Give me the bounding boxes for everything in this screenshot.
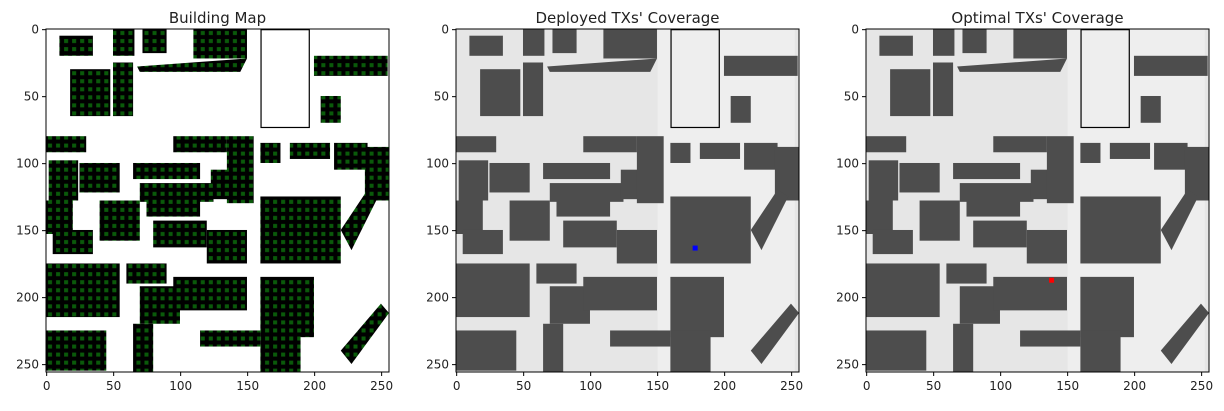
y-tick-label: 150 <box>426 224 449 238</box>
x-tick-label: 250 <box>1190 379 1213 393</box>
y-tick-label: 250 <box>426 358 449 372</box>
x-tick-label: 0 <box>43 379 51 393</box>
y-tick-label: 250 <box>836 358 859 372</box>
building-outline <box>670 29 720 129</box>
y-tick-label: 50 <box>844 90 859 104</box>
x-tick-label: 200 <box>1123 379 1146 393</box>
tx-marker <box>1049 277 1055 283</box>
y-tick-label: 50 <box>434 90 449 104</box>
x-tick-label: 100 <box>169 379 192 393</box>
x-tick-label: 200 <box>713 379 736 393</box>
x-tick-label: 50 <box>106 379 121 393</box>
y-tick-label: 150 <box>836 224 859 238</box>
building-outline <box>260 29 310 129</box>
x-tick-label: 150 <box>1056 379 1079 393</box>
x-tick-label: 50 <box>926 379 941 393</box>
y-tick-label: 200 <box>16 291 39 305</box>
x-tick-label: 0 <box>453 379 461 393</box>
y-tick-label: 0 <box>31 23 39 37</box>
x-tick-label: 150 <box>236 379 259 393</box>
y-tick-label: 200 <box>836 291 859 305</box>
x-tick-label: 100 <box>579 379 602 393</box>
y-tick-label: 0 <box>851 23 859 37</box>
axes-frame <box>865 28 1210 373</box>
x-tick-label: 50 <box>516 379 531 393</box>
panel-title: Deployed TXs' Coverage <box>535 9 719 27</box>
panel-title: Building Map <box>169 9 266 27</box>
x-tick-label: 0 <box>863 379 871 393</box>
panel-title: Optimal TXs' Coverage <box>951 9 1123 27</box>
y-tick-label: 100 <box>16 157 39 171</box>
x-tick-label: 100 <box>989 379 1012 393</box>
y-tick-label: 150 <box>16 224 39 238</box>
y-tick-label: 100 <box>426 157 449 171</box>
y-tick-label: 50 <box>24 90 39 104</box>
y-tick-label: 200 <box>426 291 449 305</box>
axes-frame <box>45 28 390 373</box>
building-outline <box>1080 29 1130 129</box>
axes-frame <box>455 28 800 373</box>
y-tick-label: 0 <box>441 23 449 37</box>
y-tick-label: 100 <box>836 157 859 171</box>
y-tick-label: 250 <box>16 358 39 372</box>
x-tick-label: 200 <box>303 379 326 393</box>
tx-marker <box>692 245 698 251</box>
x-tick-label: 250 <box>370 379 393 393</box>
x-tick-label: 250 <box>780 379 803 393</box>
x-tick-label: 150 <box>646 379 669 393</box>
